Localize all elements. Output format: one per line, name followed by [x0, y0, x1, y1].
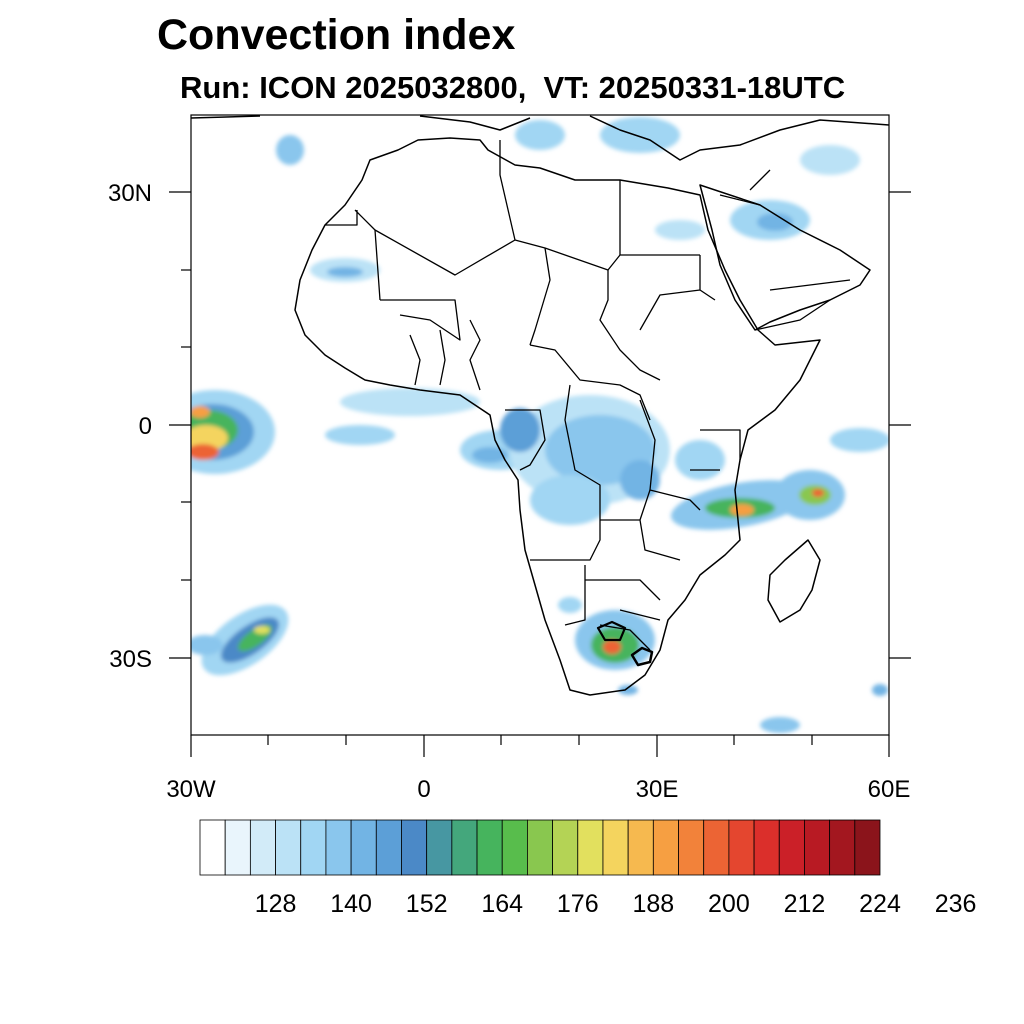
colorbar-label: 236: [935, 890, 977, 918]
colorbar-swatch: [501, 819, 528, 876]
colorbar-swatch: [804, 819, 831, 876]
convection-atlantic-equator: [191, 390, 275, 474]
colorbar-swatch: [401, 819, 428, 876]
colorbar-swatch: [652, 819, 679, 876]
colorbar-swatch: [325, 819, 352, 876]
colorbar-swatch: [451, 819, 478, 876]
colorbar-swatch: [854, 819, 881, 876]
colorbar-swatch: [602, 819, 629, 876]
convection-cell-southwest-indian: [760, 717, 800, 733]
colorbar-swatch: [627, 819, 654, 876]
colorbar-swatch: [829, 819, 856, 876]
colorbar-label: 140: [330, 890, 372, 918]
colorbar-swatch: [249, 819, 276, 876]
convection-cell-east-edge: [872, 684, 888, 696]
colorbar-swatch: [350, 819, 377, 876]
europe-coastline: [191, 115, 889, 161]
map-geography: [191, 115, 889, 696]
colorbar-label: 152: [406, 890, 448, 918]
colorbar-swatch: [275, 819, 302, 876]
x-tick-label-30e: 30E: [636, 776, 679, 803]
africa-coastline: [294, 137, 821, 696]
x-tick-label-30w: 30W: [166, 776, 216, 803]
y-tick-label-30s: 30S: [109, 646, 152, 673]
convection-mediterranean: [276, 117, 860, 240]
colorbar-swatch: [703, 819, 730, 876]
convection-south-atlantic: [191, 604, 289, 676]
convection-east-africa: [670, 428, 889, 530]
colorbar-swatch: [577, 819, 604, 876]
colorbar-swatch: [199, 819, 226, 876]
colorbar-label: 212: [784, 890, 826, 918]
colorbar-swatch: [224, 819, 251, 876]
colorbar-swatch: [753, 819, 780, 876]
colorbar-label: 200: [708, 890, 750, 918]
chart-subtitle: Run: ICON 2025032800, VT: 20250331-18UTC: [180, 70, 846, 105]
colorbar-swatch: [678, 819, 705, 876]
convection-southern-africa: [558, 597, 655, 695]
colorbar-label: 224: [859, 890, 901, 918]
colorbar-label: 176: [557, 890, 599, 918]
x-tick-label-60e: 60E: [868, 776, 911, 803]
colorbar-swatch: [375, 819, 402, 876]
colorbar-swatch: [552, 819, 579, 876]
colorbar-swatch: [300, 819, 327, 876]
colorbar-swatch: [728, 819, 755, 876]
axis-ticks: [169, 191, 911, 757]
convection-congo: [500, 395, 670, 525]
colorbar-swatch: [778, 819, 805, 876]
lesotho-border: [630, 646, 654, 667]
botswana-highlight-border: [596, 620, 627, 642]
colorbar-label: 128: [255, 890, 297, 918]
colorbar-swatch: [426, 819, 453, 876]
arabian-peninsula-coastline: [699, 184, 871, 331]
y-tick-label-0: 0: [139, 413, 152, 440]
colorbar-label: 188: [632, 890, 674, 918]
y-tick-label-30n: 30N: [108, 180, 152, 207]
country-borders: [325, 140, 851, 651]
chart-title: Convection index: [157, 11, 516, 59]
colorbar-swatch: [476, 819, 503, 876]
x-tick-label-0: 0: [417, 776, 430, 803]
convection-field: [191, 117, 889, 733]
colorbar-label: 164: [481, 890, 523, 918]
madagascar-coastline: [767, 539, 821, 623]
colorbar: 128 140 152 164 176 188 200 212 224 236: [199, 819, 977, 918]
colorbar-swatch: [527, 819, 553, 876]
